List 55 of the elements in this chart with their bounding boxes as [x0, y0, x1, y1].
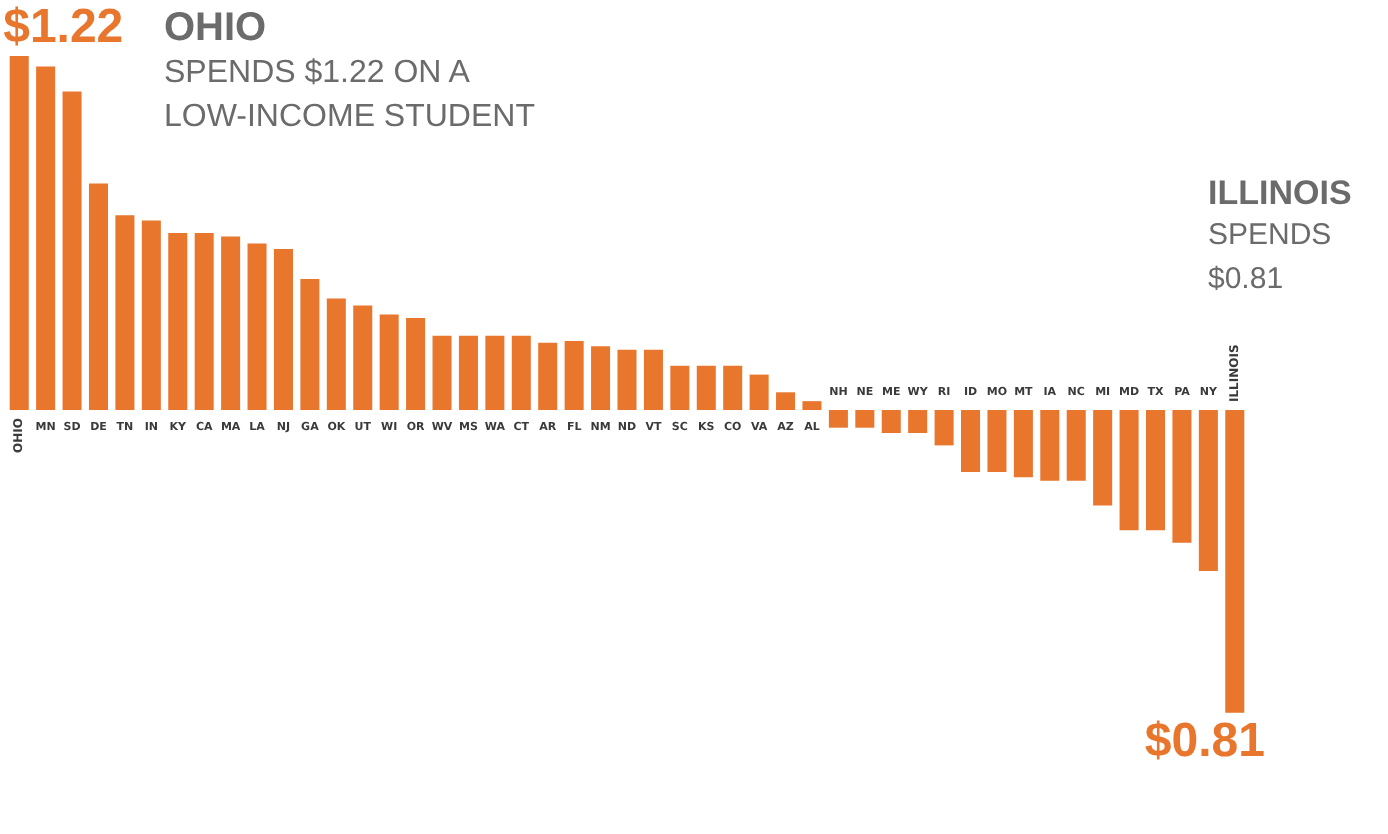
annotation: $1.22	[3, 0, 124, 55]
bar	[961, 410, 981, 472]
bar	[1225, 410, 1245, 713]
text: OHIO	[164, 6, 267, 50]
bar	[855, 410, 875, 428]
annotation: SPENDS $1.22 ON A	[164, 56, 470, 92]
bar	[194, 233, 214, 410]
bar	[617, 349, 637, 410]
bar	[696, 365, 716, 410]
bar	[723, 365, 743, 410]
bar	[749, 374, 769, 410]
bar	[1013, 410, 1033, 478]
bar	[300, 279, 320, 410]
bar	[643, 349, 663, 410]
bar	[1119, 410, 1139, 531]
bar	[828, 410, 848, 428]
bar	[88, 183, 108, 410]
bar	[591, 346, 611, 410]
bar	[1146, 410, 1166, 531]
bar	[168, 233, 188, 410]
bar	[406, 317, 426, 410]
bar	[62, 91, 82, 410]
bar	[802, 401, 822, 410]
annotation: SPENDS	[1208, 218, 1332, 253]
bar	[881, 410, 901, 434]
annotation: LOW-INCOME STUDENT	[164, 100, 535, 136]
bar	[1198, 410, 1218, 572]
bar	[9, 56, 29, 410]
bar	[221, 236, 241, 410]
annotation: ILLINOIS	[1208, 174, 1352, 214]
bar	[273, 248, 293, 410]
bar	[934, 410, 954, 446]
bar	[564, 340, 584, 410]
annotation: $0.81	[1208, 262, 1284, 297]
bar	[1040, 410, 1060, 481]
bar	[776, 392, 796, 410]
bar	[511, 335, 531, 410]
bar	[1066, 410, 1086, 481]
bar	[485, 335, 505, 410]
annotation: $0.81	[1144, 714, 1265, 770]
bar	[538, 342, 558, 410]
bar	[670, 365, 690, 410]
bar	[908, 410, 928, 434]
bar	[458, 335, 478, 410]
bar	[353, 305, 373, 410]
bar	[1093, 410, 1113, 506]
bar	[141, 220, 161, 410]
bar	[115, 215, 135, 410]
bar	[432, 335, 452, 410]
bar	[1172, 410, 1192, 543]
bar	[247, 243, 267, 410]
bar	[987, 410, 1007, 472]
bar	[36, 66, 56, 410]
bar	[326, 298, 346, 410]
bar	[379, 314, 399, 410]
